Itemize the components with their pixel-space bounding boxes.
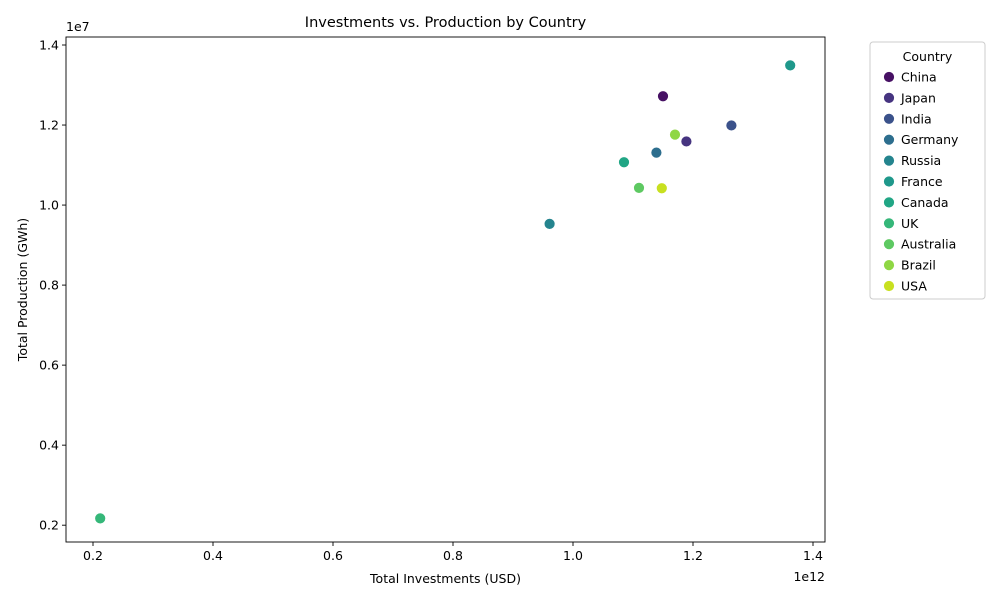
y-tick-label: 0.4 [39,438,59,453]
legend-label-france: France [901,174,943,189]
x-tick-label: 0.8 [443,548,463,563]
x-tick-label: 0.6 [323,548,343,563]
legend-label-germany: Germany [901,132,959,147]
legend-marker-australia [883,238,895,251]
legend-marker-germany [883,133,895,146]
legend-title: Country [903,49,953,64]
y-tick-label: 0.8 [39,278,59,293]
y-tick-label: 0.2 [39,518,59,533]
y-offset-text: 1e7 [66,19,90,34]
y-axis-ticks: 0.2 0.4 0.6 0.8 1.0 1.2 1.4 [39,38,66,533]
point-canada [618,156,630,169]
x-tick-label: 0.2 [83,548,103,563]
x-tick-label: 1.0 [563,548,583,563]
y-axis-label: Total Production (GWh) [15,218,30,362]
data-points [94,59,797,525]
legend-marker-japan [883,92,895,104]
legend-label-brazil: Brazil [901,258,936,273]
legend-marker-usa [883,280,895,292]
x-axis-ticks: 0.2 0.4 0.6 0.8 1.0 1.2 1.4 [83,542,823,563]
y-tick-label: 0.6 [39,358,59,373]
y-tick-label: 1.4 [39,38,59,53]
legend-marker-china [883,71,895,83]
y-tick-label: 1.2 [39,118,59,133]
legend-label-australia: Australia [901,237,956,252]
chart-title: Investments vs. Production by Country [305,15,587,31]
point-germany [650,146,663,159]
legend-label-usa: USA [901,279,927,294]
x-offset-text: 1e12 [793,569,825,584]
point-usa [655,182,668,195]
point-china [657,90,669,103]
legend-marker-uk [883,217,895,230]
point-russia [543,217,556,230]
point-france [784,59,797,72]
legend-marker-russia [883,154,895,167]
point-uk [94,512,107,525]
legend-label-china: China [901,70,937,85]
legend-marker-france [883,175,895,188]
legend-marker-india [883,112,895,125]
x-tick-label: 0.4 [203,548,223,563]
legend: Country China Japan India Germany Russia Fran… [869,41,986,300]
legend-label-russia: Russia [901,153,941,168]
point-brazil [669,128,681,141]
plot-frame [65,36,826,543]
point-japan [680,135,693,148]
x-tick-label: 1.2 [683,548,703,563]
point-india [725,119,738,132]
legend-label-india: India [901,111,932,126]
point-australia [633,181,645,194]
x-axis-label: Total Investments (USD) [369,571,521,586]
y-tick-label: 1.0 [39,198,59,213]
x-tick-label: 1.4 [803,548,823,563]
legend-marker-canada [883,196,895,209]
legend-marker-brazil [883,259,895,272]
legend-box [869,41,986,300]
legend-label-canada: Canada [901,195,949,210]
legend-label-uk: UK [901,216,919,231]
legend-label-japan: Japan [900,90,936,105]
